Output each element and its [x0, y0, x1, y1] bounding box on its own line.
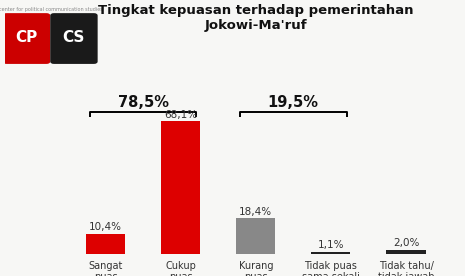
Text: 18,4%: 18,4%	[239, 206, 272, 217]
Text: Sangat
puas: Sangat puas	[88, 261, 123, 276]
Text: Tingkat kepuasan terhadap pemerintahan
Jokowi-Ma'ruf: Tingkat kepuasan terhadap pemerintahan J…	[98, 4, 413, 32]
Text: 10,4%: 10,4%	[89, 222, 122, 232]
Bar	[312, 252, 351, 254]
Text: CP: CP	[15, 30, 38, 45]
Text: 19,5%: 19,5%	[268, 95, 319, 110]
Bar	[236, 218, 275, 254]
Text: Tidak tahu/
tidak jawab: Tidak tahu/ tidak jawab	[378, 261, 434, 276]
Text: 2,0%: 2,0%	[393, 238, 419, 248]
FancyBboxPatch shape	[3, 13, 50, 64]
Text: center for political communication studies: center for political communication studi…	[0, 7, 103, 12]
Text: Cukup
puas: Cukup puas	[165, 261, 196, 276]
Text: Kurang
puas: Kurang puas	[239, 261, 273, 276]
FancyBboxPatch shape	[50, 13, 98, 64]
Bar	[86, 234, 125, 254]
Bar	[161, 121, 200, 254]
Text: 68,1%: 68,1%	[164, 110, 197, 120]
Text: 1,1%: 1,1%	[318, 240, 344, 250]
Text: Tidak puas
sama sekali: Tidak puas sama sekali	[302, 261, 360, 276]
Text: CS: CS	[63, 30, 85, 45]
Bar	[386, 250, 425, 254]
Text: 78,5%: 78,5%	[118, 95, 169, 110]
